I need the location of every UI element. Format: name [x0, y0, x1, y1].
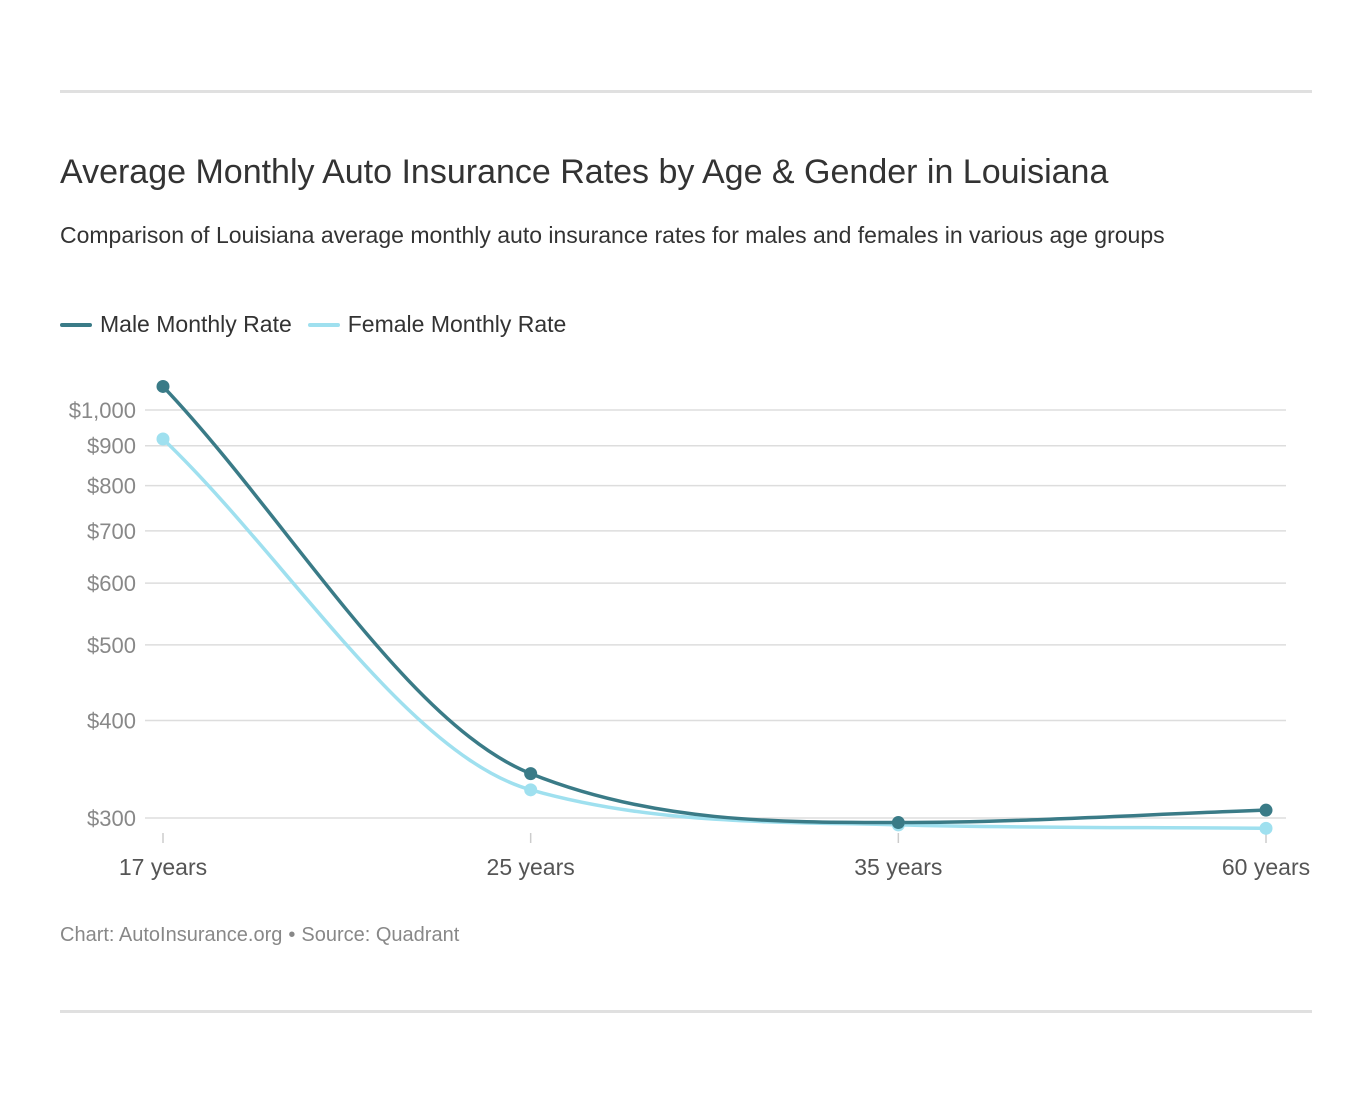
x-tick-label: 35 years: [854, 854, 942, 880]
top-divider: [60, 90, 1312, 93]
y-tick-label: $800: [87, 474, 136, 499]
data-point-male: [1259, 803, 1273, 817]
y-tick-label: $500: [87, 633, 136, 658]
chart-source: Source: Quadrant: [301, 924, 460, 946]
data-point-female: [524, 783, 538, 797]
x-tick-label: 60 years: [1222, 854, 1310, 880]
chart-credit: Chart: AutoInsurance.org: [60, 924, 283, 946]
chart-footer: Chart: AutoInsurance.org • Source: Quadran…: [60, 924, 459, 947]
x-tick-label: 25 years: [487, 854, 575, 880]
legend-swatch-female: [307, 322, 340, 327]
series-line-female: [161, 437, 1268, 831]
x-tick-label: 17 years: [119, 854, 207, 880]
series-line-male: [161, 384, 1268, 825]
y-tick-label: $700: [87, 519, 136, 544]
y-tick-label: $1,000: [69, 398, 136, 423]
legend-label-female: Female Monthly Rate: [347, 311, 567, 337]
data-point-male: [156, 379, 170, 393]
legend-item-male[interactable]: Male Monthly Rate: [60, 311, 292, 338]
data-point-female: [1259, 821, 1273, 835]
legend-label-male: Male Monthly Rate: [100, 311, 292, 337]
data-point-male: [524, 767, 538, 781]
y-tick-label: $300: [87, 806, 136, 831]
data-point-male: [891, 816, 905, 830]
y-tick-label: $600: [87, 571, 136, 596]
chart-legend: Male Monthly Rate Female Monthly Rate: [60, 311, 582, 338]
legend-swatch-male: [60, 322, 92, 327]
legend-item-female[interactable]: Female Monthly Rate: [307, 311, 567, 338]
bottom-divider: [60, 1010, 1312, 1013]
footer-separator: •: [288, 924, 296, 946]
y-tick-label: $400: [87, 709, 136, 734]
chart-title: Average Monthly Auto Insurance Rates by …: [60, 153, 1109, 191]
y-tick-label: $900: [87, 434, 136, 459]
data-point-female: [156, 432, 170, 446]
chart-subtitle: Comparison of Louisiana average monthly …: [60, 222, 1165, 248]
